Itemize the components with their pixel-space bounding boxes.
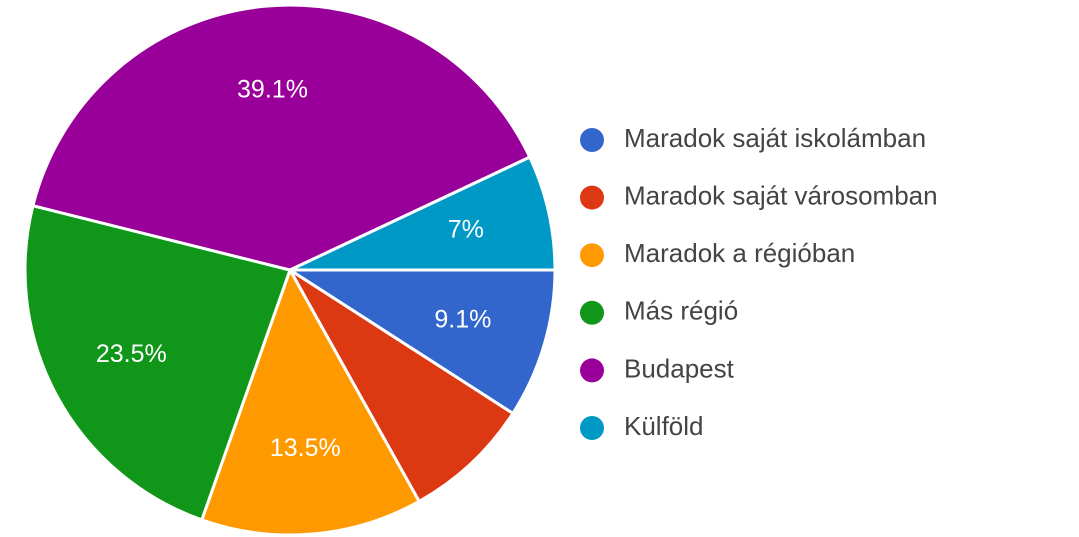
legend-label: Budapest bbox=[624, 353, 735, 383]
slice-label: 23.5% bbox=[96, 340, 167, 368]
legend-label: Maradok a régióban bbox=[624, 238, 855, 268]
pie-slice bbox=[31, 3, 532, 272]
slice-label: 9.1% bbox=[434, 305, 491, 333]
legend-swatch bbox=[580, 416, 604, 440]
legend-label: Külföld bbox=[624, 411, 704, 441]
legend-swatch bbox=[580, 128, 604, 152]
slice-label: 13.5% bbox=[270, 434, 341, 462]
legend-swatch bbox=[580, 185, 604, 210]
legend-label: Maradok saját iskolámban bbox=[624, 123, 926, 153]
pie-slice bbox=[288, 268, 515, 504]
pie-slice bbox=[284, 268, 557, 416]
slice-label: 7% bbox=[448, 215, 484, 243]
slice-label: 39.1% bbox=[237, 75, 308, 103]
legend-swatch bbox=[580, 300, 604, 325]
pie-slice bbox=[289, 155, 557, 272]
legend-label: Más régió bbox=[624, 296, 738, 326]
legend-label: Maradok saját városomban bbox=[624, 180, 938, 210]
legend-swatch bbox=[580, 358, 604, 383]
legend-swatch bbox=[580, 243, 604, 268]
pie-slice bbox=[199, 266, 422, 537]
pie-slice bbox=[23, 203, 292, 522]
